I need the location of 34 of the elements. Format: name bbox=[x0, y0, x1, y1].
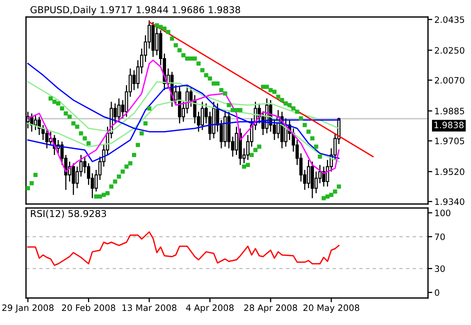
candlestick bbox=[72, 162, 76, 196]
candlestick bbox=[45, 129, 48, 149]
y-tick-label: 0 bbox=[434, 289, 440, 296]
chart-title: GBPUSD,Daily 1.9717 1.9844 1.9686 1.9838 bbox=[30, 6, 240, 16]
y-tick-label: 1.9705 bbox=[435, 138, 464, 144]
candlestick bbox=[38, 116, 41, 136]
candlestick bbox=[310, 161, 314, 199]
candlestick bbox=[117, 98, 121, 122]
y-tick-label: 70 bbox=[434, 234, 445, 240]
x-tick-label: 13 Mar 2008 bbox=[122, 304, 176, 312]
y-tick-label: 1.9520 bbox=[435, 168, 464, 176]
candlestick bbox=[306, 159, 310, 189]
candlestick bbox=[208, 111, 212, 141]
y-tick-label: 1.9885 bbox=[435, 108, 464, 114]
y-tick-label: 2.0435 bbox=[434, 16, 464, 23]
y-tick-label: 1.9340 bbox=[435, 198, 464, 205]
y-tick-label: 30 bbox=[434, 265, 445, 272]
x-tick-label: 4 Apr 2008 bbox=[186, 304, 234, 313]
line-series bbox=[27, 99, 340, 162]
x-tick-label: 28 Apr 2008 bbox=[244, 304, 298, 313]
x-tick-label: 20 Feb 2008 bbox=[62, 304, 116, 312]
candlestick bbox=[34, 114, 38, 131]
line-series bbox=[27, 231, 340, 266]
x-tick-label: 29 Jan 2008 bbox=[2, 304, 54, 313]
candlestick bbox=[234, 126, 238, 156]
candlestick bbox=[200, 101, 204, 131]
ref-line-label: 1.9838 bbox=[434, 122, 464, 128]
y-tick-label: 100 bbox=[435, 210, 450, 216]
candlestick bbox=[322, 166, 326, 188]
candlestick bbox=[132, 70, 136, 91]
y-tick-label: 2.0250 bbox=[434, 47, 464, 54]
y-tick-label: 2.0070 bbox=[434, 76, 464, 84]
x-tick-label: 20 May 2008 bbox=[303, 304, 360, 313]
chart-title: RSI(12) 58.9283 bbox=[30, 210, 106, 218]
